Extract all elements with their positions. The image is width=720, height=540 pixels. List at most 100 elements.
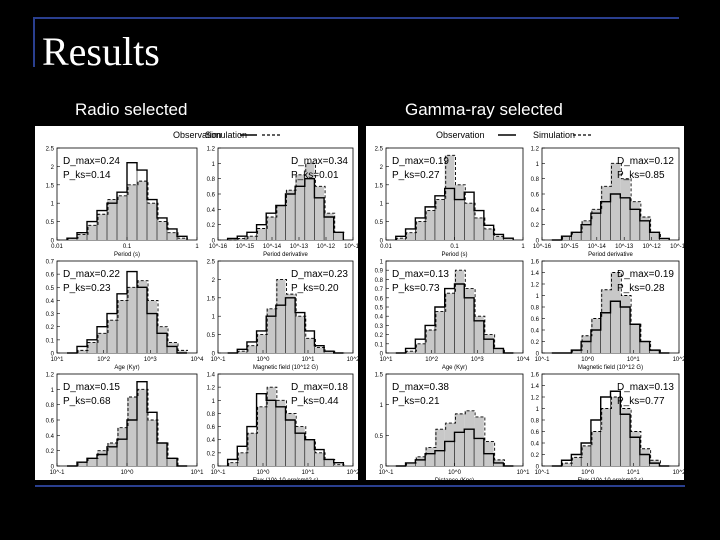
y-tick-label: 0.6 xyxy=(531,193,540,199)
simulation-bar xyxy=(405,351,416,353)
simulation-bar xyxy=(324,459,334,466)
simulation-bar xyxy=(237,452,247,466)
y-tick-label: 0.3 xyxy=(375,324,384,330)
simulation-bar xyxy=(107,199,117,240)
simulation-step-line xyxy=(228,386,345,466)
simulation-bar xyxy=(227,462,238,466)
simulation-bar xyxy=(256,334,267,353)
y-tick-label: 0.9 xyxy=(375,269,384,275)
y-tick-label: 0 xyxy=(212,465,216,471)
simulation-bar xyxy=(285,413,296,466)
y-tick-label: 0.4 xyxy=(531,442,540,448)
simulation-bar xyxy=(266,308,276,353)
simulation-bar xyxy=(97,333,107,353)
simulation-bar xyxy=(444,423,455,466)
simulation-bar xyxy=(77,350,87,353)
simulation-bar xyxy=(304,163,315,240)
simulation-bar xyxy=(137,181,147,240)
y-tick-label: 2 xyxy=(380,165,384,171)
simulation-bar xyxy=(157,221,167,240)
simulation-bar xyxy=(295,316,305,353)
observation-step-line xyxy=(227,297,344,354)
x-tick-label: 10^2 xyxy=(425,357,438,363)
x-tick-label: 10^-1 xyxy=(535,470,550,476)
simulation-bar xyxy=(425,330,435,353)
y-tick-label: 1 xyxy=(380,403,384,409)
histogram-chart-6: 0 0.5 1 1.5 2 2.5 10^-1 10^0 10^1 10^2 Magnetic fi… xyxy=(207,260,360,372)
histogram-chart-3: 0 0.5 1 1.5 2 2.5 0.01 0.1 1 Period (s) D_max=0.19… xyxy=(375,147,526,259)
simulation-bar xyxy=(275,205,286,240)
y-tick-label: 0.5 xyxy=(375,306,384,312)
simulation-bar xyxy=(415,221,426,240)
x-tick-label: 0.1 xyxy=(123,244,132,250)
simulation-bar xyxy=(246,345,257,353)
simulation-bar xyxy=(561,236,572,240)
observation-step-line xyxy=(395,187,514,240)
y-tick-label: 0.2 xyxy=(531,223,540,229)
radio-panel: Observation Simulation 0 0.5 1 1.5 2 2.5 0.01 0… xyxy=(35,126,363,484)
x-tick-label: 10^1 xyxy=(51,357,64,363)
y-tick-label: 2.5 xyxy=(375,147,384,153)
pks-stat: P_ks=0.28 xyxy=(617,283,665,294)
x-tick-label: 10^0 xyxy=(257,470,270,476)
y-tick-label: 0.4 xyxy=(46,299,55,305)
x-axis-label: Period (s) xyxy=(441,252,467,258)
simulation-bar xyxy=(127,287,137,353)
pks-stat: P_ks=0.01 xyxy=(291,170,339,181)
simulation-bar xyxy=(639,217,650,240)
y-tick-label: 0.4 xyxy=(46,434,55,440)
x-tick-label: 10^2 xyxy=(347,470,358,476)
observation-step-line xyxy=(551,193,670,241)
simulation-bar xyxy=(275,279,286,353)
y-tick-label: 0.6 xyxy=(531,317,540,323)
simulation-bar xyxy=(444,155,455,240)
dmax-stat: D_max=0.12 xyxy=(617,156,674,167)
x-tick-label: 10^4 xyxy=(517,357,530,363)
simulation-bar xyxy=(571,350,582,353)
simulation-bar xyxy=(67,238,77,240)
x-axis-label: Magnetic field (10^12 G) xyxy=(253,365,318,371)
simulation-bar xyxy=(127,184,137,240)
dmax-stat: D_max=0.19 xyxy=(392,156,449,167)
simulation-bar xyxy=(314,452,325,466)
simulation-bar xyxy=(87,225,97,240)
simulation-bar xyxy=(157,443,167,466)
simulation-bar xyxy=(405,232,416,240)
simulation-bar xyxy=(610,163,621,240)
simulation-bar xyxy=(444,293,455,353)
simulation-bar xyxy=(256,406,267,466)
x-tick-label: 10^2 xyxy=(347,357,358,363)
simulation-bar xyxy=(639,341,650,353)
y-tick-label: 0.6 xyxy=(46,419,55,425)
simulation-bar xyxy=(649,350,660,353)
dmax-stat: D_max=0.24 xyxy=(63,156,120,167)
pks-stat: P_ks=0.21 xyxy=(392,396,440,407)
simulation-bar xyxy=(649,232,660,240)
frame-left-rule xyxy=(33,17,35,67)
y-tick-label: 1 xyxy=(212,315,216,321)
simulation-bar xyxy=(256,228,267,240)
x-tick-label: 10^-14 xyxy=(263,244,282,250)
slide-title: Results xyxy=(42,29,160,74)
simulation-bar xyxy=(425,447,435,466)
simulation-bar xyxy=(600,289,611,353)
y-tick-label: 0.6 xyxy=(207,193,216,199)
pks-stat: P_ks=0.77 xyxy=(617,396,665,407)
y-tick-label: 1.4 xyxy=(207,373,216,379)
y-tick-label: 1 xyxy=(380,202,384,208)
simulation-step-line xyxy=(396,410,515,467)
x-axis-label: Magnetic field (10^12 G) xyxy=(578,365,643,371)
dmax-stat: D_max=0.19 xyxy=(617,269,674,280)
x-tick-label: 10^4 xyxy=(191,357,204,363)
simulation-bar xyxy=(590,209,601,240)
simulation-bar xyxy=(177,238,187,240)
simulation-bar xyxy=(581,220,591,240)
x-tick-label: 10^-11 xyxy=(670,244,684,250)
simulation-bar xyxy=(425,210,435,240)
y-tick-label: 0 xyxy=(51,239,55,245)
x-tick-label: 10^0 xyxy=(257,357,270,363)
y-tick-label: 0.8 xyxy=(375,278,384,284)
simulation-bar xyxy=(434,311,445,353)
x-axis-label: Flux (10^-10 erg/cm^2 s) xyxy=(578,478,644,480)
simulation-bar xyxy=(137,280,147,353)
